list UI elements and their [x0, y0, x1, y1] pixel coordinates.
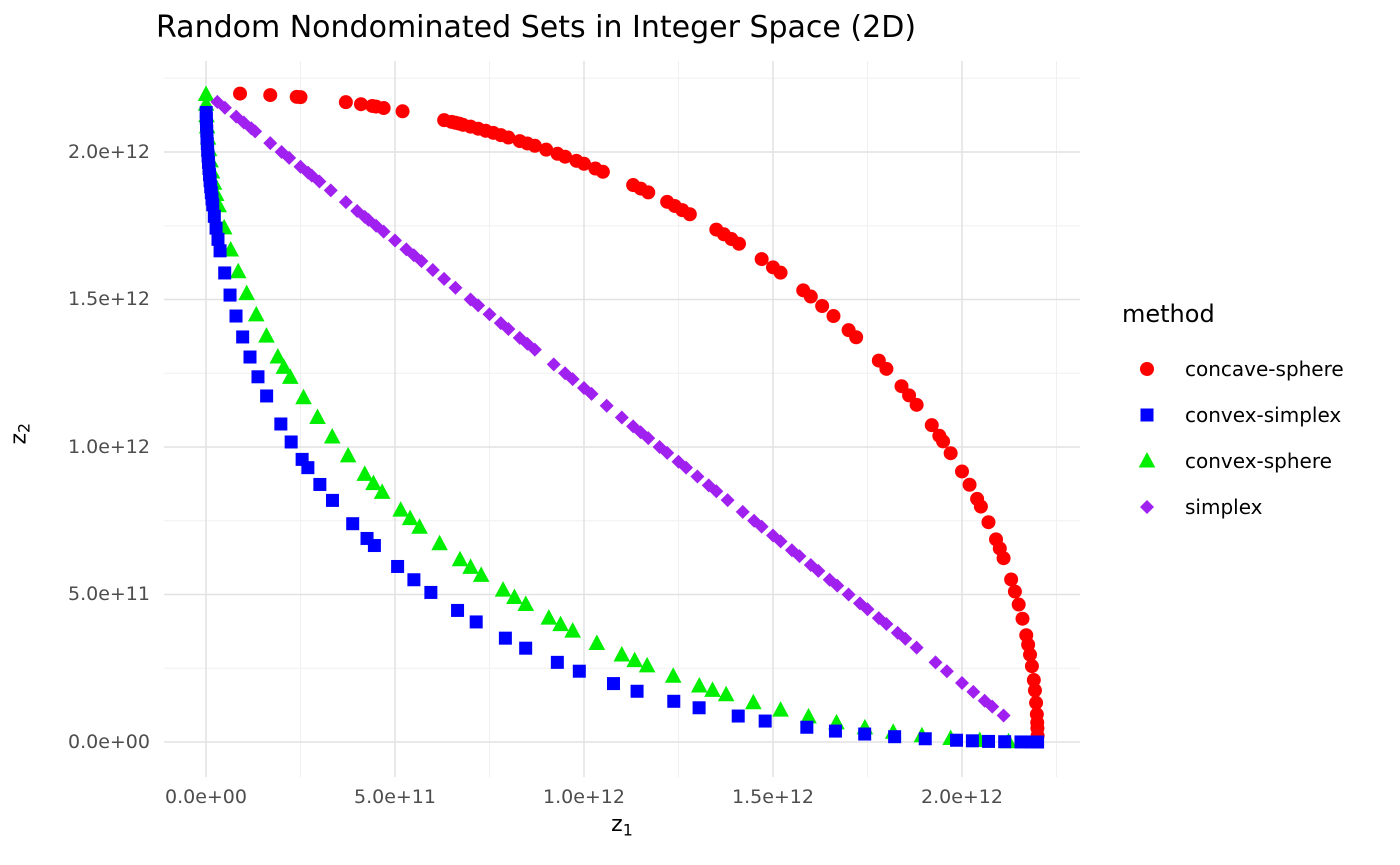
legend-key-diamond-icon [1140, 500, 1154, 514]
legend-item-simplex: simplex [1120, 492, 1390, 522]
scatter-points-layer [197, 85, 1045, 749]
x-tick-label-0: 0.0e+00 [164, 786, 247, 808]
legend-item-label: convex-simplex [1185, 403, 1342, 427]
legend-item-label: convex-sphere [1185, 449, 1332, 473]
y-tick-label-3: 1.5e+12 [67, 288, 150, 310]
legend-item-concave-sphere: concave-sphere [1120, 354, 1390, 384]
legend-item-label: simplex [1185, 495, 1263, 519]
legend-key-square-icon [1140, 408, 1154, 422]
legend-item-convex-sphere: convex-sphere [1120, 446, 1390, 476]
y-tick-label-2: 1.0e+12 [67, 436, 150, 458]
legend-item-label: concave-sphere [1185, 357, 1344, 381]
x-tick-label-4: 2.0e+12 [920, 786, 1003, 808]
x-axis-title: z1 [611, 812, 633, 840]
legend-key-circle-icon [1140, 362, 1154, 376]
legend-item-convex-simplex: convex-simplex [1120, 400, 1390, 430]
legend-key-triangle-icon [1138, 452, 1156, 468]
x-tick-label-1: 5.0e+11 [353, 786, 436, 808]
legend-title: method [1122, 300, 1215, 328]
plot-title: Random Nondominated Sets in Integer Spac… [156, 10, 917, 45]
x-tick-label-2: 1.0e+12 [542, 786, 625, 808]
y-axis-title: z2 [6, 422, 34, 445]
y-tick-label-0: 0.0e+00 [67, 731, 150, 753]
x-tick-label-3: 1.5e+12 [731, 786, 814, 808]
grid-minor-lines [164, 61, 1080, 777]
plot-panel [164, 61, 1080, 777]
y-tick-label-1: 5.0e+11 [67, 583, 150, 605]
y-tick-label-4: 2.0e+12 [67, 141, 150, 163]
legend: method concave-sphere convex-simplex con… [1120, 300, 1390, 538]
